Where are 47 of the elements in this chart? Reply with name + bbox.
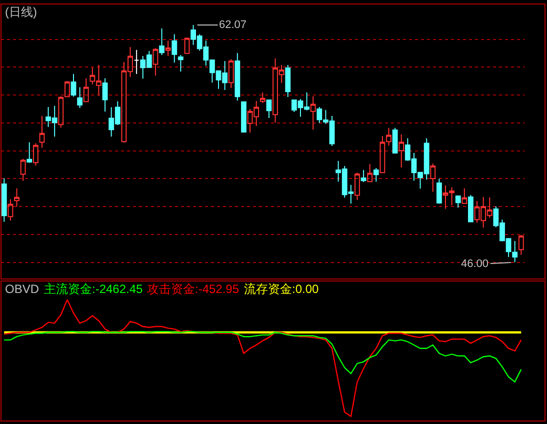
candlestick xyxy=(32,142,38,166)
candlestick xyxy=(102,78,108,112)
annotation: 46.00 xyxy=(461,258,489,270)
candlestick xyxy=(462,188,468,204)
candlestick xyxy=(172,34,178,64)
candlestick xyxy=(310,96,316,130)
candlestick xyxy=(70,74,76,98)
candlestick xyxy=(373,167,379,182)
candlestick xyxy=(20,158,26,182)
candlestick xyxy=(392,127,398,154)
candlestick xyxy=(266,100,272,119)
candlestick xyxy=(184,37,190,54)
candlestick xyxy=(360,170,366,182)
candlestick xyxy=(26,142,32,164)
text: 主流资金:-2462.45 xyxy=(44,282,144,296)
candlestick xyxy=(159,28,164,56)
candlestick xyxy=(234,52,240,102)
candlestick xyxy=(1,178,7,222)
chart-title: OBVD xyxy=(5,282,40,296)
candlestick xyxy=(58,96,64,128)
candlestick xyxy=(77,86,83,108)
candlestick xyxy=(178,54,184,72)
candlestick xyxy=(228,58,234,89)
candlestick xyxy=(518,234,524,256)
candlestick xyxy=(64,80,70,98)
candlestick xyxy=(398,134,404,168)
candlestick xyxy=(152,48,158,76)
candlestick xyxy=(165,40,171,56)
candlestick xyxy=(455,196,461,208)
candlestick xyxy=(367,163,373,182)
candlestick xyxy=(260,92,266,104)
text: 攻击资金:-452.95 xyxy=(147,282,240,296)
candlestick xyxy=(39,115,45,148)
candlestick xyxy=(354,172,360,200)
annotation: 62.07 xyxy=(219,19,247,31)
candlestick xyxy=(241,101,246,134)
candlestick xyxy=(134,49,140,75)
candlestick xyxy=(468,194,474,223)
candlestick xyxy=(436,178,442,204)
candlestick xyxy=(512,240,518,263)
candlestick xyxy=(14,188,20,208)
candlestick xyxy=(285,64,291,98)
candlestick xyxy=(83,78,89,102)
candlestick xyxy=(430,163,436,192)
text: 流存资金:0.00 xyxy=(244,282,320,296)
candlestick xyxy=(8,198,14,222)
chart-title: (日线) xyxy=(5,5,37,19)
